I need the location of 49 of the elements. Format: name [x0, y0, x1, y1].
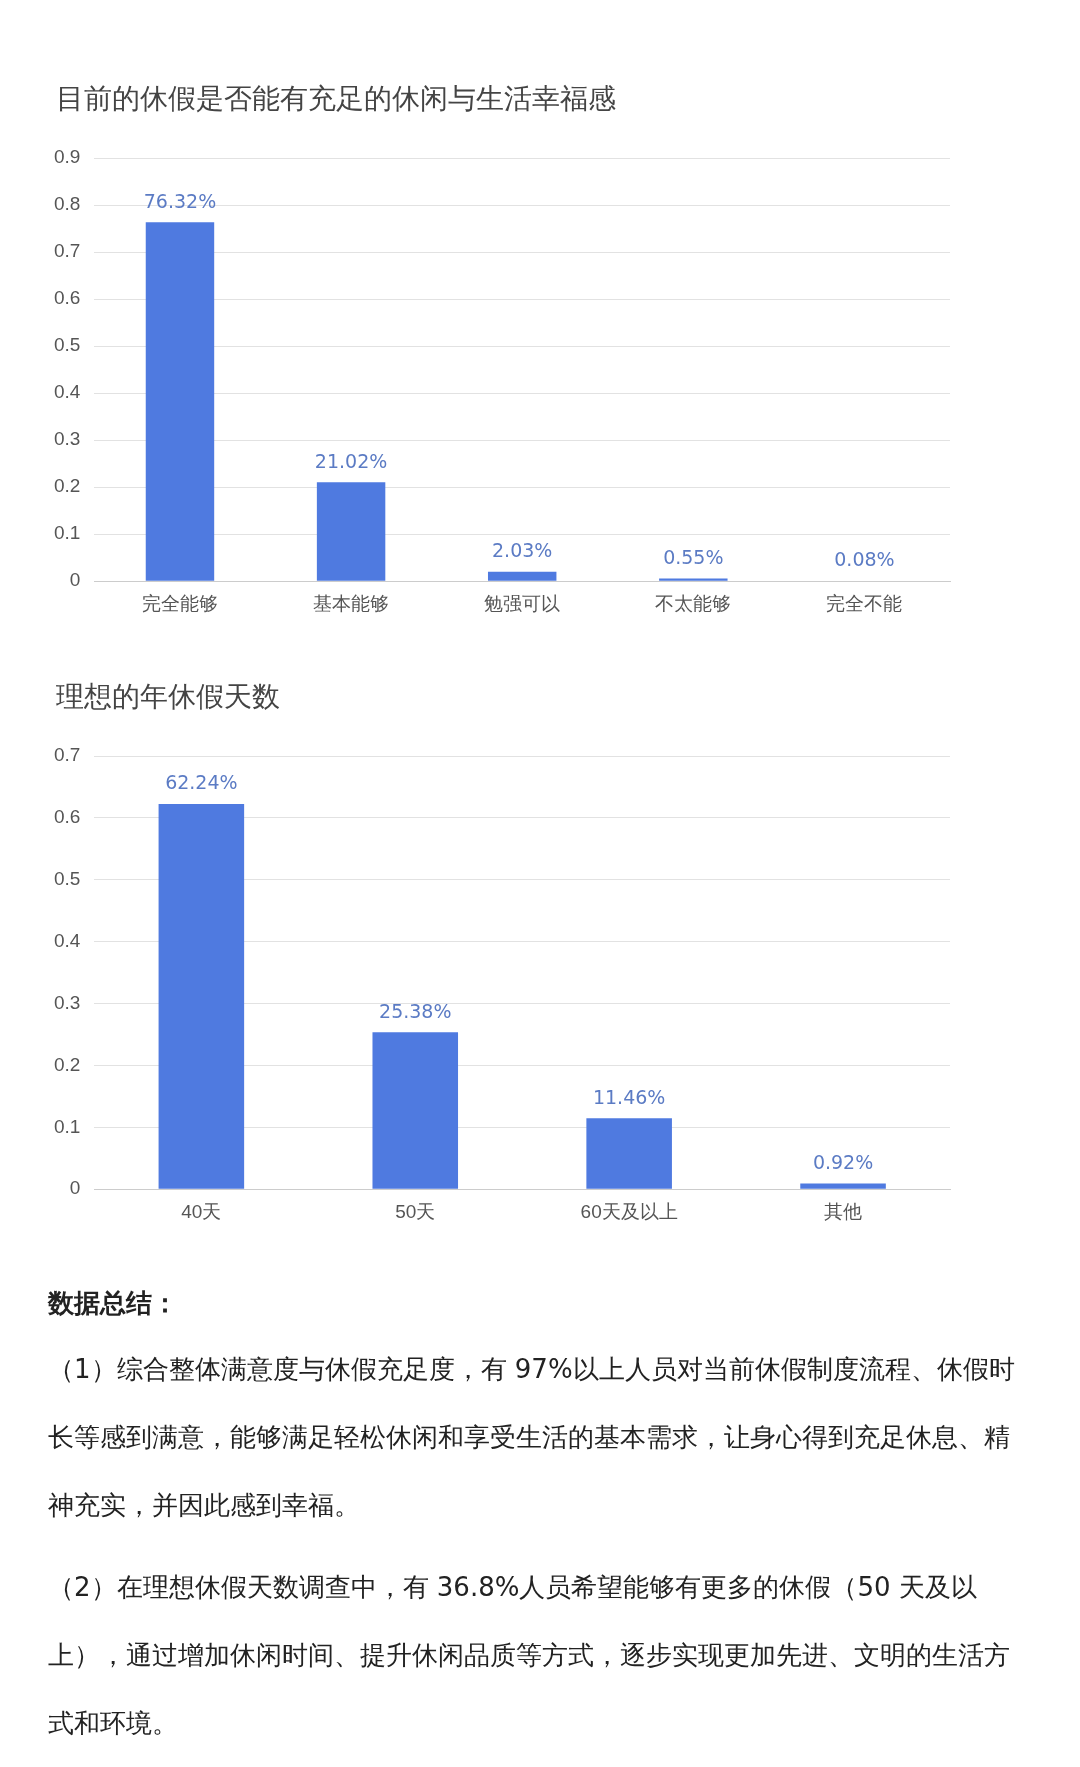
chart-title: 理想的年休假天数	[56, 679, 281, 715]
data-label: 11.46%	[592, 1085, 666, 1108]
y-tick-label: 0.9	[53, 146, 81, 168]
x-tick-label: 基本能够	[313, 592, 390, 614]
bar	[487, 571, 557, 581]
y-tick-label: 0	[69, 569, 81, 591]
y-tick-label: 0.4	[53, 929, 81, 951]
bar	[158, 804, 245, 1189]
bar	[800, 1183, 886, 1189]
text: （1）综合整体满意度与休假充足度，有 97%以上人员对当前休假制度流程、休假时长等感到满意，能够满足轻松休闲和享受生活的基本需求，让身心得到充足休息、精神充实，并因此感到幸福。	[48, 1354, 1015, 1520]
y-tick-label: 0.4	[53, 381, 81, 403]
y-tick-label: 0.6	[53, 287, 81, 309]
y-tick-label: 0.1	[53, 522, 81, 544]
y-tick-label: 0.2	[53, 1053, 81, 1075]
data-label: 0.55%	[663, 546, 724, 569]
y-tick-label: 0.7	[53, 744, 81, 766]
bar	[659, 578, 728, 581]
x-tick-label: 不太能够	[655, 592, 732, 614]
chart-title: 目前的休假是否能有充足的休闲与生活幸福感	[56, 81, 617, 117]
bar	[372, 1032, 459, 1189]
y-tick-label: 0.2	[53, 475, 81, 497]
data-label: 62.24%	[165, 771, 238, 794]
x-tick-label: 40天	[181, 1200, 222, 1222]
data-label: 21.02%	[314, 449, 388, 472]
bar	[145, 222, 215, 581]
data-label: 2.03%	[492, 539, 553, 562]
bar	[586, 1118, 672, 1189]
y-tick-label: 0	[69, 1177, 81, 1199]
x-tick-label: 完全能够	[141, 592, 218, 614]
y-tick-label: 0.1	[53, 1115, 81, 1137]
y-tick-label: 0.5	[53, 868, 81, 890]
data-label: 0.92%	[812, 1150, 874, 1173]
data-label: 0.08%	[834, 548, 895, 571]
bar	[316, 482, 386, 581]
y-tick-label: 0.5	[53, 334, 81, 356]
y-tick-label: 0.8	[53, 193, 81, 215]
y-tick-label: 0.3	[53, 428, 81, 450]
x-tick-label: 其他	[824, 1200, 863, 1222]
data-label: 76.32%	[143, 189, 217, 212]
text: （2）在理想休假天数调查中，有 36.8%人员希望能够有更多的休假（50 天及以上），通过增加休闲时间、提升休闲品质等方式，逐步实现更加先进、文明的生活方式和环境。	[48, 1572, 1010, 1738]
data-label: 25.38%	[379, 999, 452, 1022]
x-tick-label: 60天及以上	[580, 1200, 678, 1222]
y-tick-label: 0.7	[53, 240, 81, 262]
y-tick-label: 0.3	[53, 991, 81, 1013]
x-tick-label: 50天	[395, 1200, 436, 1222]
y-tick-label: 0.6	[53, 806, 81, 828]
x-tick-label: 完全不能	[826, 592, 903, 614]
text: 数据总结：	[48, 1287, 179, 1320]
x-tick-label: 勉强可以	[484, 592, 561, 614]
